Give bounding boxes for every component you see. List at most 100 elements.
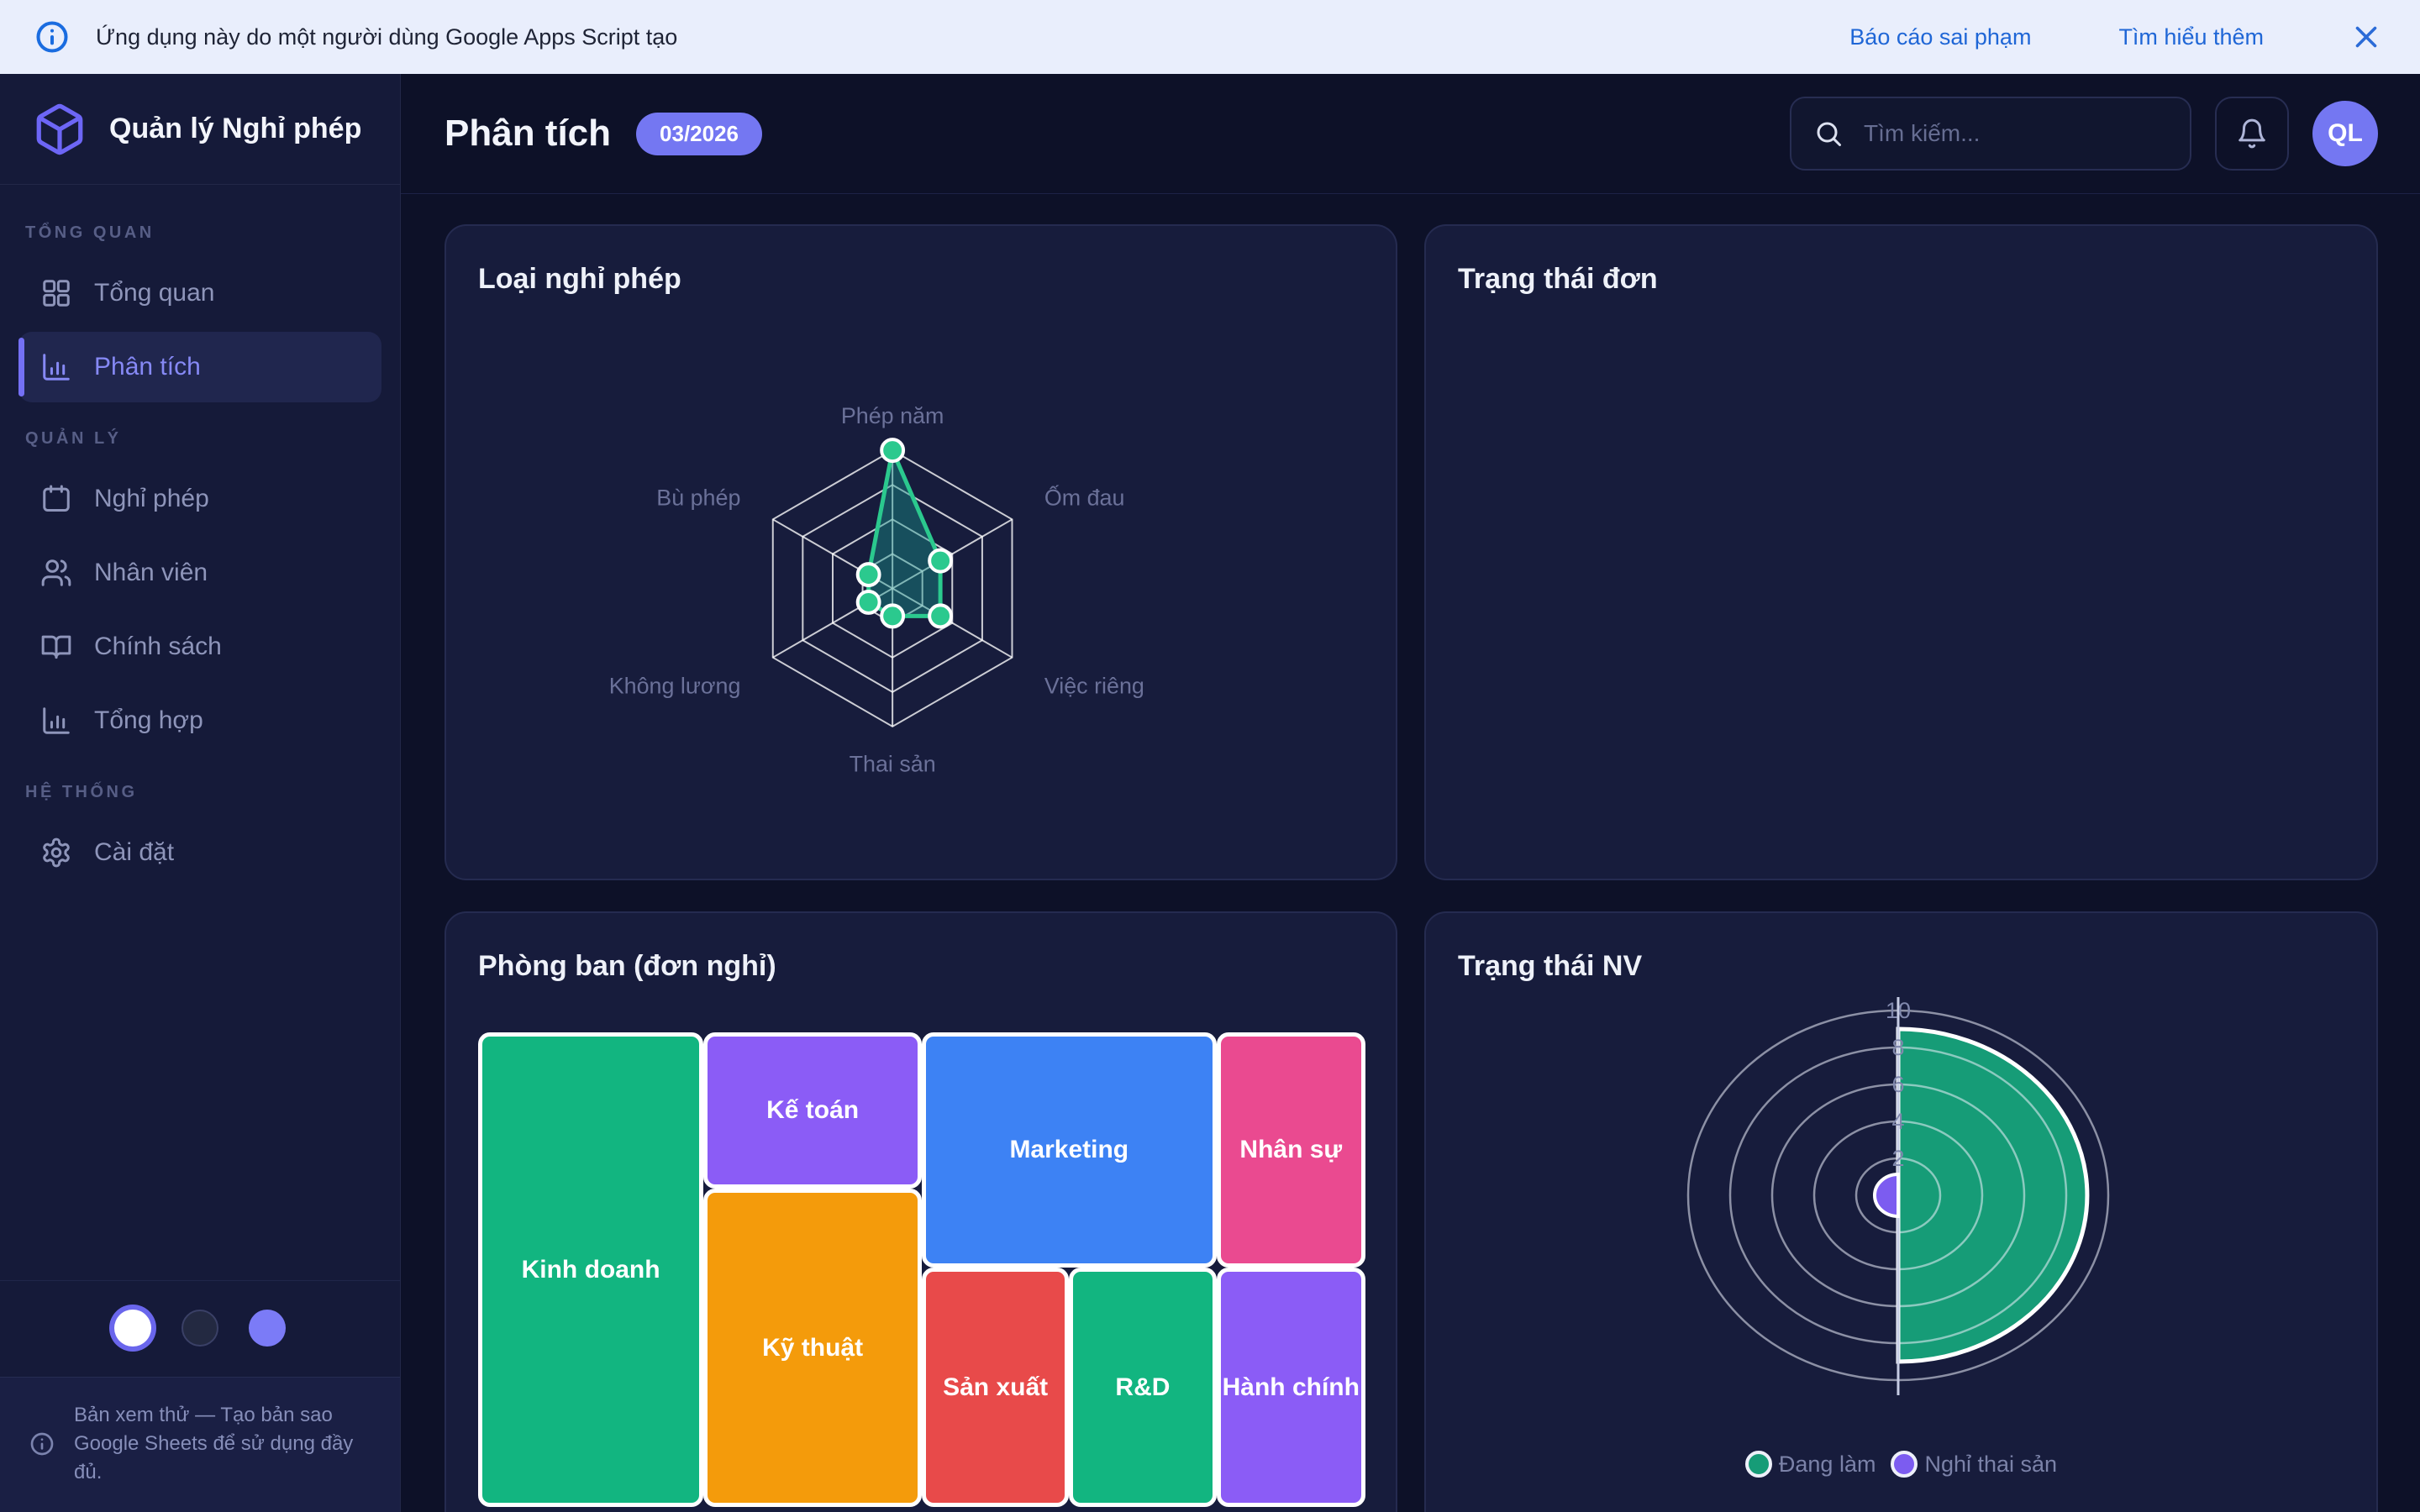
sidebar-item-label: Chính sách [94,633,222,660]
treemap-block-label: Marketing [1009,1136,1129,1164]
svg-text:Việc riêng: Việc riêng [1044,674,1144,699]
sidebar-item-nghi-phep[interactable]: Nghỉ phép [18,464,381,534]
card-title: Trạng thái đơn [1458,263,1658,295]
search-input[interactable] [1862,119,2168,148]
page-title: Phân tích [445,113,612,154]
app-title: Quản lý Nghỉ phép [109,113,362,144]
theme-dot-purple[interactable] [249,1309,286,1347]
close-banner-icon[interactable] [2351,22,2381,52]
main-area: Phân tích 03/2026 QL Loại nghỉ phép [401,74,2420,1512]
treemap-block-label: Nhân sự [1239,1136,1343,1164]
notifications-button[interactable] [2215,97,2289,171]
legend-dot [1744,1451,1772,1478]
svg-text:Bù phép: Bù phép [656,485,740,510]
banner-right: Báo cáo sai phạm Tìm hiểu thêm [1849,22,2381,52]
legend-item-dang-lam[interactable]: Đang làm [1744,1451,1876,1478]
banner-left: Ứng dụng này do một người dùng Google Ap… [34,18,677,55]
app-logo-cube-icon [36,103,83,155]
page-header-right: QL [1790,97,2378,171]
treemap-block-label: Hành chính [1222,1373,1360,1401]
treemap-block-label: R&D [1115,1373,1171,1401]
sidebar-item-label: Tổng hợp [94,706,203,734]
page-header: Phân tích 03/2026 QL [401,74,2420,194]
book-icon [41,635,71,659]
sidebar-item-tong-quan[interactable]: Tổng quan [18,258,381,328]
treemap-block-hanh-chinh[interactable]: Hành chính [1216,1268,1365,1507]
sidebar-item-tong-hop[interactable]: Tổng hợp [18,685,381,756]
sidebar-item-chinh-sach[interactable]: Chính sách [18,612,381,682]
svg-text:10: 10 [1886,998,1911,1023]
nav-section-label: HỆ THỐNG [25,783,138,801]
card-request-status: Trạng thái đơn [1424,224,2378,880]
brand: Quản lý Nghỉ phép [0,74,400,185]
sidebar-item-cai-dat[interactable]: Cài đặt [18,817,381,888]
avatar[interactable]: QL [2312,101,2378,166]
treemap-block-ky-thuat[interactable]: Kỹ thuật [703,1189,922,1507]
banner-message: Ứng dụng này do một người dùng Google Ap… [96,24,678,50]
svg-text:Thai sản: Thai sản [850,752,936,777]
treemap-block-ke-toan[interactable]: Kế toán [703,1032,922,1189]
bar-chart-icon [43,354,70,381]
svg-text:4: 4 [1891,1109,1904,1134]
theme-dot-dark[interactable] [182,1309,218,1347]
search-box[interactable] [1790,97,2191,171]
card-departments: Phòng ban (đơn nghỉ) Kinh doanh Kế toán … [445,911,1397,1512]
info-icon [36,21,68,53]
report-abuse-link[interactable]: Báo cáo sai phạm [1849,24,2032,50]
treemap-chart[interactable]: Kinh doanh Kế toán Kỹ thuật Marketing Nh… [478,1032,1365,1507]
sidebar-bottom: Bản xem thử — Tạo bản sao Google Sheets … [0,1279,400,1512]
svg-text:6: 6 [1891,1072,1904,1097]
theme-dot-light[interactable] [114,1309,151,1347]
sidebar-item-label: Cài đặt [94,838,175,866]
sidebar-item-label: Nhân viên [94,559,208,586]
nav-section-label: QUẢN LÝ [25,429,122,448]
info-icon [30,1432,54,1456]
svg-text:8: 8 [1891,1035,1904,1060]
treemap-block-label: Kế toán [766,1096,860,1125]
legend-label: Đang làm [1778,1451,1876,1477]
bar-chart-icon [43,707,70,734]
learn-more-link[interactable]: Tìm hiểu thêm [2118,24,2264,50]
gas-warning-banner: Ứng dụng này do một người dùng Google Ap… [0,0,2420,74]
card-title: Loại nghỉ phép [478,263,681,295]
period-badge: 03/2026 [636,112,763,155]
treemap-block-kinh-doanh[interactable]: Kinh doanh [478,1032,704,1507]
page-header-left: Phân tích 03/2026 [445,112,763,155]
svg-text:Không lương: Không lương [609,674,741,699]
nav-section: TỔNG QUAN Tổng quan Phân tích [18,223,381,402]
users-icon [41,559,71,586]
calendar-icon [43,485,70,512]
nav-section: HỆ THỐNG Cài đặt [18,783,381,888]
sidebar-item-nhan-vien[interactable]: Nhân viên [18,538,381,608]
nav-section: QUẢN LÝ Nghỉ phép Nhân viên Chính sách T… [18,429,381,756]
gear-icon [43,837,70,868]
treemap-block-nhan-su[interactable]: Nhân sự [1216,1032,1365,1268]
sidebar: Quản lý Nghỉ phép TỔNG QUAN Tổng quan Ph… [0,74,401,1512]
legend-item-nghi-thai-san[interactable]: Nghỉ thai sản [1891,1451,2057,1478]
treemap-block-label: Kinh doanh [521,1255,660,1284]
legend-dot [1891,1451,1918,1478]
treemap-block-rnd[interactable]: R&D [1069,1268,1217,1507]
app-shell: Quản lý Nghỉ phép TỔNG QUAN Tổng quan Ph… [0,74,2420,1512]
dashboard-icon [43,280,70,307]
sidebar-item-phan-tich[interactable]: Phân tích [18,332,381,402]
polar-chart[interactable]: 2 4 6 8 10 [1458,997,2346,1434]
sidebar-item-label: Nghỉ phép [94,485,209,512]
search-icon [1817,122,1841,146]
card-title: Phòng ban (đơn nghỉ) [478,950,776,982]
card-employee-status: Trạng thái NV 2 4 6 8 10 Đang làm Nghỉ thai … [1424,911,2378,1512]
treemap-block-label: Kỹ thuật [762,1333,864,1362]
treemap-block-san-xuat[interactable]: Sản xuất [922,1268,1070,1507]
dashboard-grid: Loại nghỉ phép Phép năm Ốm đau Việc riêng T… [401,194,2420,1512]
radar-chart[interactable]: Phép năm Ốm đau Việc riêng Thai sản Không lư… [478,318,1364,857]
bell-icon [2238,118,2265,149]
sidebar-item-label: Tổng quan [94,279,215,307]
chart-legend: Đang làm Nghỉ thai sản [1426,1451,2376,1478]
treemap-block-marketing[interactable]: Marketing [922,1032,1217,1268]
treemap-block-label: Sản xuất [943,1373,1049,1401]
trial-note: Bản xem thử — Tạo bản sao Google Sheets … [0,1376,400,1512]
card-leave-types: Loại nghỉ phép Phép năm Ốm đau Việc riêng T… [445,224,1397,880]
trial-note-text: Bản xem thử — Tạo bản sao Google Sheets … [74,1403,354,1483]
svg-text:Ốm đau: Ốm đau [1044,483,1125,510]
